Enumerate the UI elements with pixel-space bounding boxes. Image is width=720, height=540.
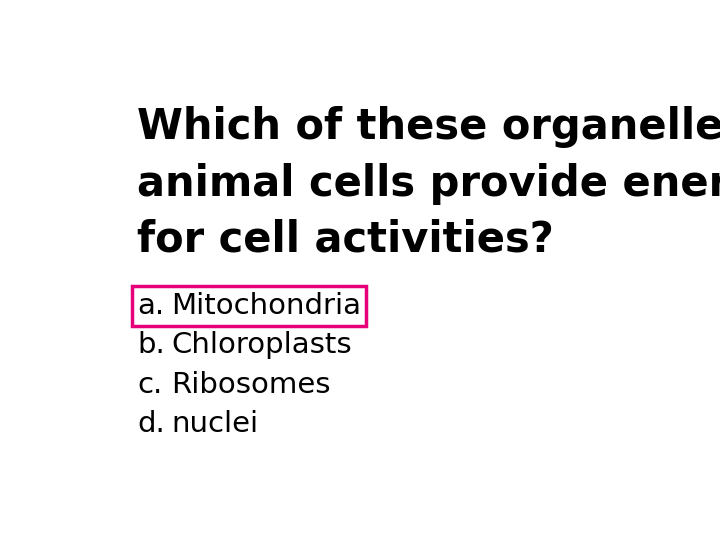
Text: b.: b. [138,332,165,360]
Text: for cell activities?: for cell activities? [138,219,554,261]
Text: Ribosomes: Ribosomes [171,371,330,399]
Text: Mitochondria: Mitochondria [171,292,361,320]
Text: Chloroplasts: Chloroplasts [171,332,351,360]
Text: c.: c. [138,371,163,399]
Text: animal cells provide energy: animal cells provide energy [138,163,720,205]
Text: a.: a. [138,292,165,320]
Text: Which of these organelles in: Which of these organelles in [138,106,720,148]
Text: d.: d. [138,410,165,438]
Text: nuclei: nuclei [171,410,258,438]
